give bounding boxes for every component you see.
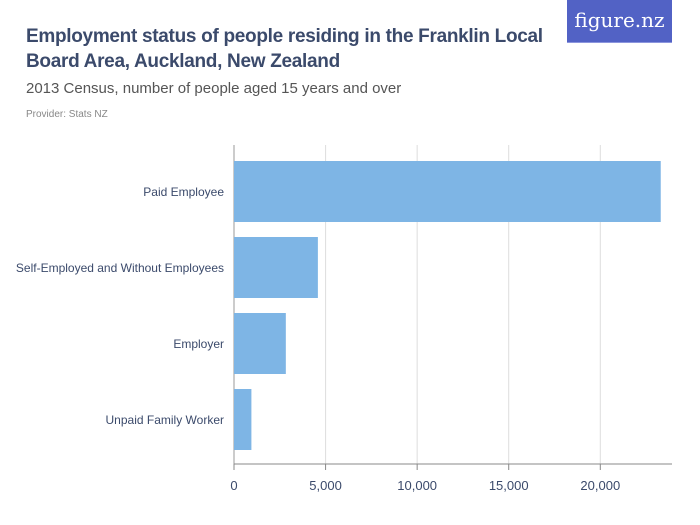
category-label: Employer [173, 337, 224, 351]
x-tick-label: 15,000 [489, 478, 529, 493]
chart-subtitle: 2013 Census, number of people aged 15 ye… [26, 80, 402, 97]
category-label: Unpaid Family Worker [106, 413, 224, 427]
bar [234, 313, 286, 374]
figure-nz-logo[interactable]: figure.nz [567, 0, 672, 43]
x-tick-label: 5,000 [309, 478, 342, 493]
bar [234, 161, 661, 222]
category-label: Self-Employed and Without Employees [16, 261, 224, 275]
bar [234, 389, 252, 450]
x-tick-label: 10,000 [397, 478, 437, 493]
x-tick-label: 20,000 [580, 478, 620, 493]
x-tick-label: 0 [230, 478, 237, 493]
bar [234, 237, 318, 298]
chart-title: Employment status of people residing in … [26, 26, 543, 72]
provider: Provider: Stats NZ [26, 109, 108, 120]
category-label: Paid Employee [143, 185, 224, 199]
